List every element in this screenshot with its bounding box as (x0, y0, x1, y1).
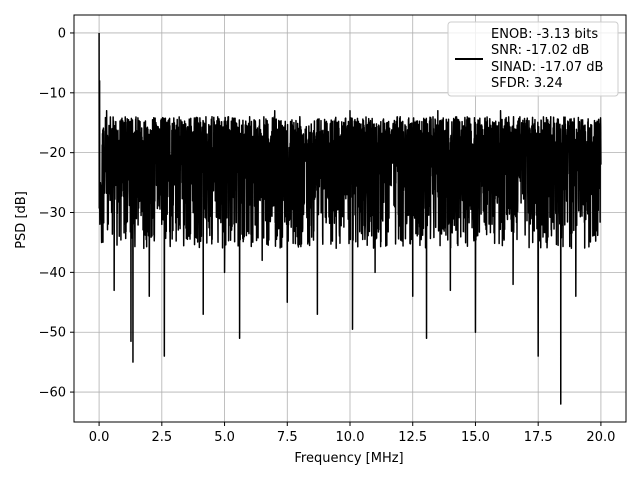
y-axis-label: PSD [dB] (14, 191, 29, 249)
x-tick-label: 17.5 (524, 430, 553, 445)
x-tick-label: 12.5 (398, 430, 427, 445)
y-tick-label: −20 (39, 146, 66, 161)
x-tick-label: 5.0 (214, 430, 235, 445)
plot-area (98, 32, 602, 405)
legend-box (447, 21, 619, 97)
axis-ticks: 0.0 2.5 5.0 7.5 10.0 12.5 15.0 17.5 20.0 0 −10 −20 −… (39, 26, 616, 445)
x-tick-label: 0.0 (89, 430, 110, 445)
y-tick-label: −50 (39, 326, 66, 341)
y-tick-label: 0 (58, 26, 66, 41)
legend-line-sfdr: SFDR: 3.24 (491, 76, 563, 91)
x-axis-label: Frequency [MHz] (294, 451, 403, 466)
x-tick-label: 15.0 (461, 430, 490, 445)
y-tick-label: −10 (39, 86, 66, 101)
legend-line-snr: SNR: -17.02 dB (491, 43, 589, 58)
y-tick-label: −30 (39, 206, 66, 221)
legend-line-sinad: SINAD: -17.07 dB (491, 60, 603, 75)
x-tick-label: 2.5 (151, 430, 172, 445)
x-tick-label: 7.5 (277, 430, 298, 445)
y-tick-label: −40 (39, 266, 66, 281)
y-tick-label: −60 (39, 386, 66, 401)
legend-line-enob: ENOB: -3.13 bits (491, 27, 598, 42)
psd-series-line (98, 32, 602, 405)
legend: ENOB: -3.13 bits SNR: -17.02 dB SINAD: -… (447, 21, 619, 97)
x-tick-label: 20.0 (586, 430, 615, 445)
x-tick-label: 10.0 (336, 430, 365, 445)
